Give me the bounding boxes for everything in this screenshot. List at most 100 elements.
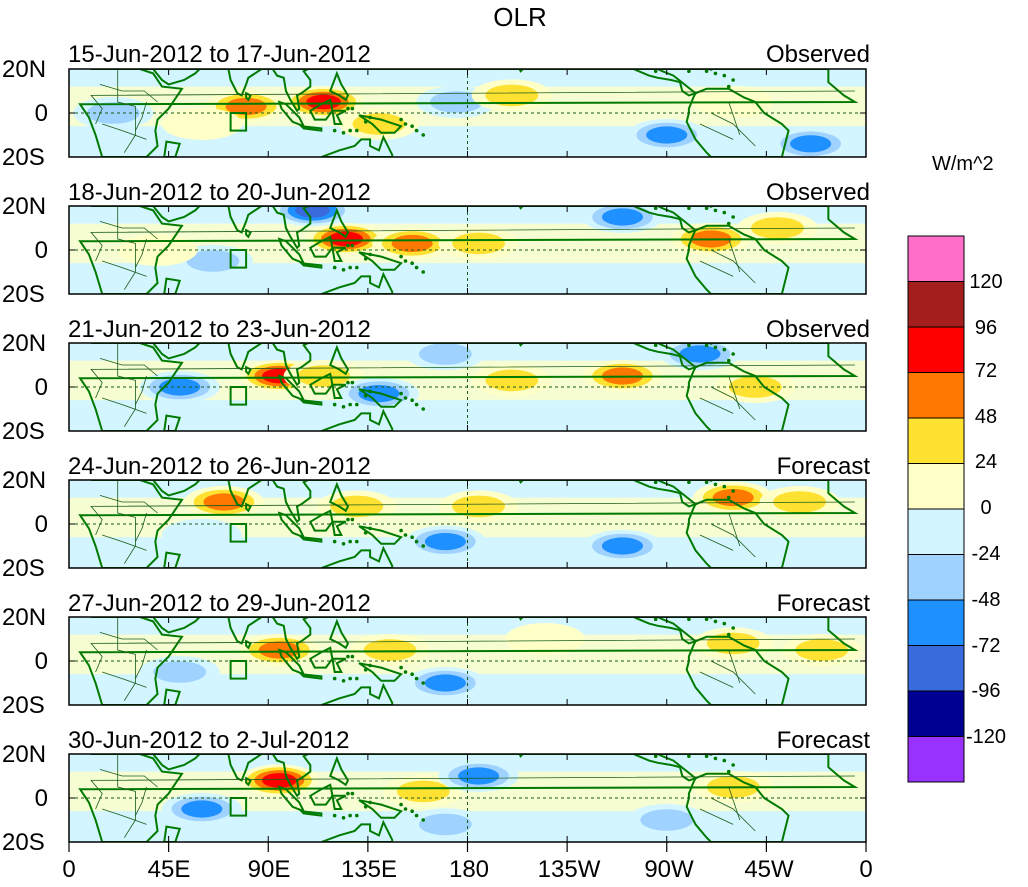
coastline-africa xyxy=(78,617,859,705)
lon-label-90e: 90E xyxy=(247,856,291,883)
coastline-samerica xyxy=(685,772,790,842)
island xyxy=(722,621,727,626)
colorbar-swatch xyxy=(907,417,965,464)
island xyxy=(726,495,731,500)
country-border xyxy=(117,69,136,153)
island xyxy=(350,791,355,796)
panel-5-date: 27-Jun-2012 to 29-Jun-2012 xyxy=(68,590,371,617)
island xyxy=(332,813,337,818)
colorbar-label: 72 xyxy=(974,360,998,382)
country-border xyxy=(99,221,158,240)
coastline-newguinea xyxy=(358,799,403,819)
country-border xyxy=(728,238,741,273)
panel-2-status: Observed xyxy=(765,179,870,206)
island xyxy=(341,131,346,135)
island xyxy=(350,654,355,659)
island xyxy=(722,210,727,215)
colorbar-swatch xyxy=(907,463,965,510)
coastline-madagascar xyxy=(163,825,182,842)
country-border xyxy=(135,786,147,816)
island xyxy=(403,670,408,674)
island xyxy=(653,754,658,758)
lon-label-180: 180 xyxy=(448,856,490,883)
island xyxy=(355,265,359,270)
island xyxy=(346,517,350,522)
country-border xyxy=(135,375,147,405)
panel-5-status: Forecast xyxy=(776,590,870,617)
coastline-mexico xyxy=(611,754,698,782)
island xyxy=(414,813,419,818)
island xyxy=(403,533,408,537)
anomaly-contour xyxy=(452,232,505,255)
coastline-africa xyxy=(78,206,859,294)
coastline-africa xyxy=(78,69,859,157)
region-box xyxy=(229,386,248,406)
coastline-philippines xyxy=(328,755,350,787)
anomaly-contour xyxy=(679,345,721,363)
colorbar-swatch xyxy=(907,690,965,737)
anomaly-contour xyxy=(457,767,500,785)
island xyxy=(410,535,414,539)
island xyxy=(332,676,337,681)
island xyxy=(414,539,419,544)
region-box xyxy=(229,660,248,680)
island xyxy=(687,69,691,73)
country-border xyxy=(117,617,136,701)
country-border xyxy=(728,649,741,684)
country-border xyxy=(135,101,147,131)
island xyxy=(731,489,735,493)
country-border xyxy=(117,754,136,838)
island xyxy=(368,252,372,257)
anomaly-contour xyxy=(504,623,585,655)
lat-label-eq: 0 xyxy=(34,785,48,812)
coastline-arabia xyxy=(151,69,202,86)
island xyxy=(421,544,426,548)
anomaly-contour xyxy=(452,495,505,518)
island xyxy=(341,679,346,683)
lat-label-20n: 20N xyxy=(2,56,47,83)
coastline-philippines xyxy=(328,344,350,376)
colorbar-swatch xyxy=(907,326,965,373)
anomaly-contour xyxy=(225,97,267,115)
anomaly-contour xyxy=(363,639,417,661)
country-border xyxy=(135,512,147,542)
lon-label-45w: 45W xyxy=(744,856,794,883)
country-border xyxy=(99,769,158,788)
coastline-africa xyxy=(78,480,859,568)
coastline-arabia xyxy=(151,206,202,223)
island xyxy=(687,343,691,348)
anomaly-contour xyxy=(485,84,539,107)
lat-label-20s: 20S xyxy=(2,555,45,582)
island xyxy=(332,539,337,544)
island xyxy=(713,756,718,761)
island xyxy=(410,809,414,813)
island xyxy=(332,402,337,407)
country-border xyxy=(135,238,147,268)
island xyxy=(704,206,709,210)
lat-label-20n: 20N xyxy=(2,330,47,357)
panel-4-status: Forecast xyxy=(776,453,870,480)
island xyxy=(363,120,368,124)
coastline-philippines xyxy=(328,70,350,102)
coastline-java xyxy=(298,398,323,406)
island xyxy=(726,84,731,89)
colorbar-label: -96 xyxy=(971,680,1001,702)
anomaly-contour xyxy=(391,234,433,252)
coastline-sulawesi xyxy=(331,657,347,673)
coastline-mexico xyxy=(611,480,698,508)
country-border xyxy=(710,249,756,284)
country-border xyxy=(102,671,147,688)
island xyxy=(350,106,355,111)
coastline-mexico xyxy=(611,206,698,234)
colorbar-label: -72 xyxy=(971,635,1001,657)
panel-1-status: Observed xyxy=(765,41,870,68)
colorbar-swatch xyxy=(907,736,965,783)
coastline-samerica xyxy=(685,224,790,294)
island xyxy=(363,531,368,535)
island xyxy=(403,807,408,811)
coastline-hawaii xyxy=(518,69,525,73)
colorbar-label: 96 xyxy=(974,317,998,339)
island xyxy=(348,813,352,818)
coastline-madagascar xyxy=(163,688,182,705)
island xyxy=(341,405,346,409)
